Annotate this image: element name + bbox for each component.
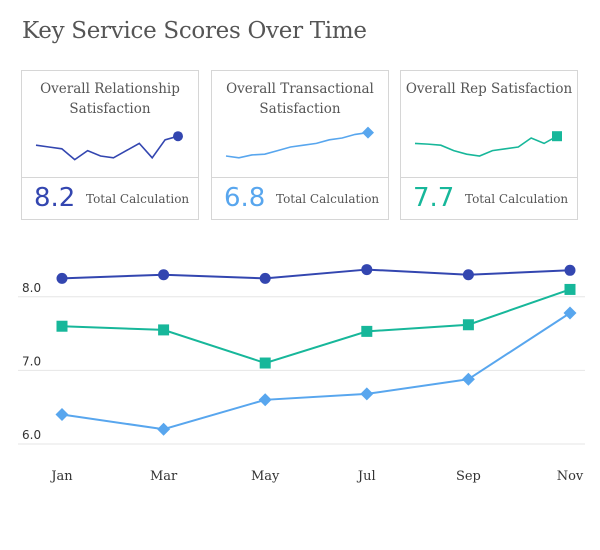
data-point <box>258 393 272 407</box>
page-title: Key Service Scores Over Time <box>22 18 367 44</box>
sparkline <box>414 131 562 157</box>
card-title: Overall Transactional Satisfaction <box>226 81 374 117</box>
card-title: Overall Relationship Satisfaction <box>40 81 180 117</box>
card-divider <box>401 177 577 178</box>
sparkline-marker <box>173 131 183 142</box>
card-divider <box>212 177 388 178</box>
sparkline-marker <box>362 126 374 139</box>
data-point <box>158 324 170 336</box>
series-line <box>61 268 571 280</box>
y-tick-label: 6.0 <box>22 428 41 442</box>
data-point <box>56 272 68 284</box>
x-tick-label: Sep <box>456 469 481 484</box>
y-tick-label: 8.0 <box>22 281 41 295</box>
card-title: Overall Rep Satisfaction <box>405 81 573 97</box>
y-tick-label: 7.0 <box>22 354 41 368</box>
data-point <box>158 269 170 281</box>
series-line <box>61 312 571 431</box>
card-value: 8.2 <box>34 183 76 213</box>
data-point <box>461 372 475 386</box>
card-label: Total Calculation <box>86 192 190 206</box>
data-point <box>361 325 373 337</box>
data-point <box>259 357 271 369</box>
data-point <box>462 269 474 281</box>
data-point <box>462 319 474 331</box>
card-divider <box>22 177 198 178</box>
card-rep[interactable]: Overall Rep Satisfaction 7.7 Total Calcu… <box>400 70 578 220</box>
data-point <box>157 422 171 436</box>
data-point <box>259 272 271 284</box>
data-point <box>56 320 68 332</box>
data-point <box>563 306 577 320</box>
data-point <box>360 387 374 401</box>
data-point <box>361 264 373 276</box>
sparkline <box>225 126 374 159</box>
series-line <box>61 288 571 365</box>
sparkline-marker <box>552 131 562 142</box>
data-point <box>55 408 69 422</box>
data-point <box>564 264 576 276</box>
card-value: 6.8 <box>224 183 266 213</box>
x-tick-label: Jul <box>356 469 376 484</box>
x-tick-label: May <box>251 469 280 484</box>
x-tick-label: Mar <box>150 469 178 484</box>
sparkline <box>35 131 183 161</box>
card-label: Total Calculation <box>276 192 380 206</box>
card-value: 7.7 <box>413 183 455 213</box>
card-transactional[interactable]: Overall Transactional Satisfaction 6.8 T… <box>211 70 389 220</box>
sparkline-path <box>414 135 558 157</box>
line-chart: 6.0 7.0 8.0 Jan Mar May Jul Sep Nov <box>18 264 585 484</box>
x-tick-label: Jan <box>49 469 73 484</box>
sparkline-path <box>225 131 369 159</box>
data-point <box>564 283 576 295</box>
x-tick-label: Nov <box>557 469 584 484</box>
card-label: Total Calculation <box>465 192 569 206</box>
card-relationship[interactable]: Overall Relationship Satisfaction 8.2 To… <box>21 70 199 220</box>
sparkline-path <box>35 135 179 161</box>
